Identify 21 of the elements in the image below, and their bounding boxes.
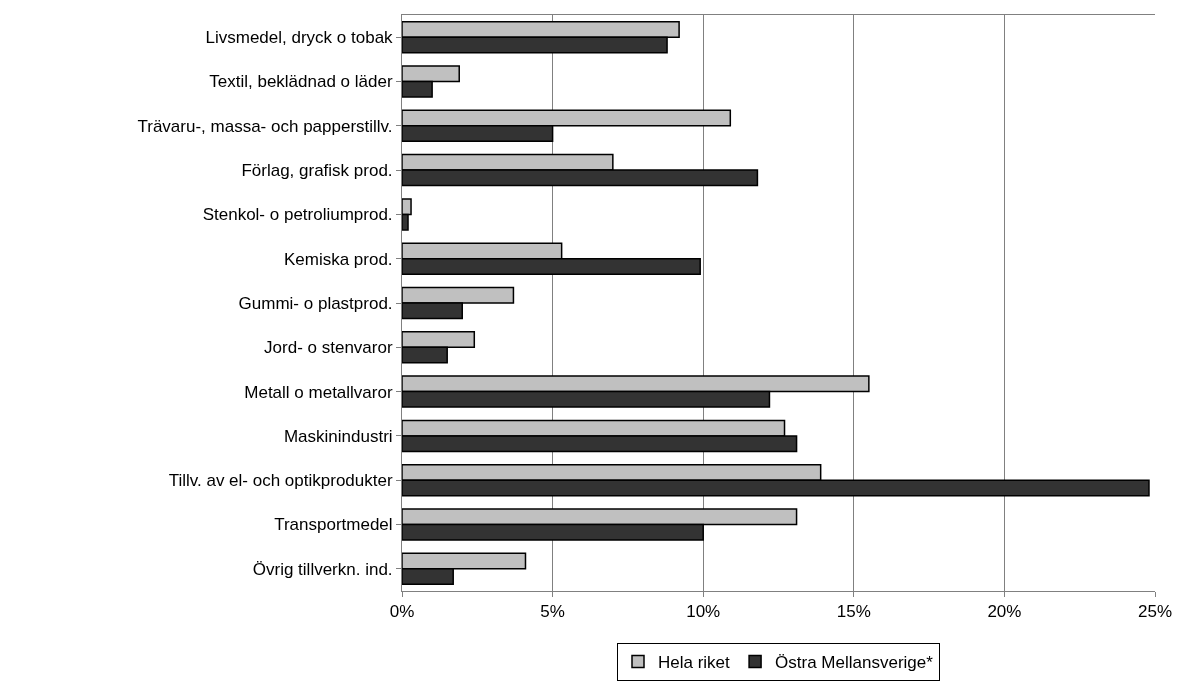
- y-tick-label: Gummi- o plastprod.: [238, 293, 393, 313]
- x-tick-label: 10%: [686, 602, 721, 622]
- y-tick-label: Kemiska prod.: [283, 249, 393, 269]
- legend-label: Hela riket: [658, 653, 731, 673]
- x-tick-label: 15%: [836, 602, 871, 622]
- y-tick-label: Metall o metallvaror: [244, 382, 393, 402]
- legend-label: Östra Mellansverige*: [775, 653, 934, 673]
- y-tick-label: Trävaru-, massa- och papperstillv.: [137, 116, 393, 136]
- y-tick-label: Stenkol- o petroliumprod.: [202, 205, 393, 225]
- y-tick-label: Övrig tillverkn. ind.: [252, 559, 393, 579]
- y-tick-label: Maskinindustri: [283, 426, 393, 446]
- y-tick-label: Textil, beklädnad o läder: [209, 72, 393, 92]
- y-tick-label: Tillv. av el- och optikprodukter: [168, 471, 393, 491]
- y-tick-label: Livsmedel, dryck o tobak: [205, 28, 394, 48]
- x-tick-label: 0%: [389, 602, 415, 622]
- x-tick-label: 20%: [987, 602, 1022, 622]
- y-tick-label: Förlag, grafisk prod.: [241, 161, 393, 181]
- x-tick-label: 5%: [540, 602, 565, 622]
- x-tick-label: 25%: [1137, 602, 1173, 622]
- y-tick-label: Jord- o stenvaror: [264, 338, 393, 358]
- y-tick-label: Transportmedel: [274, 515, 393, 535]
